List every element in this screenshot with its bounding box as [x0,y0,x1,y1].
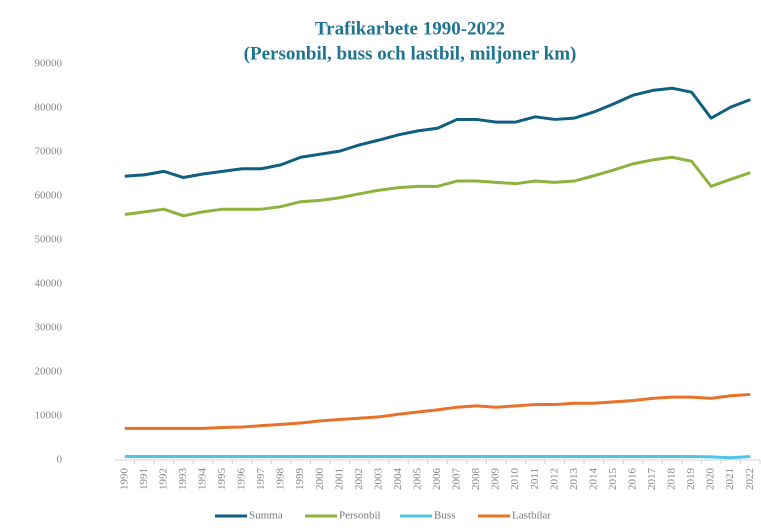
y-tick-label: 30000 [35,322,63,334]
y-tick-label: 20000 [35,366,63,378]
x-tick-label: 2013 [568,468,580,491]
x-tick-label: 2003 [372,468,384,491]
x-tick-label: 2008 [470,468,482,491]
legend-label: Summa [249,510,283,522]
x-tick-label: 2015 [607,468,619,491]
x-tick-label: 1992 [157,468,169,490]
series-line [124,392,751,430]
x-tick-label: 1999 [294,468,306,491]
series-line [124,155,751,218]
x-tick-label: 2001 [333,468,345,490]
y-tick-label: 50000 [35,234,63,246]
x-tick-label: 1991 [138,468,150,490]
x-tick-label: 2022 [744,468,756,490]
x-tick-label: 2017 [646,468,658,491]
x-tick-label: 2018 [666,468,678,491]
legend-label: Buss [434,510,455,522]
legend-label: Personbil [339,510,381,522]
x-tick-label: 2006 [431,468,443,491]
x-tick-label: 2005 [411,468,423,491]
series-line [124,86,751,180]
y-tick-label: 70000 [35,146,63,158]
x-tick-label: 2004 [392,468,404,491]
chart-title: Trafikarbete 1990-2022 [315,18,505,39]
y-tick-label: 90000 [35,58,63,70]
chart-subtitle: (Personbil, buss och lastbil, miljoner k… [244,43,577,64]
x-tick-label: 1990 [118,468,130,491]
x-tick-label: 2009 [490,468,502,491]
x-tick-label: 2021 [724,468,736,490]
x-tick-label: 1997 [255,468,267,491]
y-tick-label: 0 [57,454,63,466]
x-tick-label: 2000 [314,468,326,491]
series-line [124,454,751,460]
x-tick-label: 2002 [353,468,365,490]
x-tick-label: 2010 [509,468,521,491]
x-tick-label: 2016 [626,468,638,491]
x-tick-label: 2011 [529,468,541,490]
y-tick-label: 10000 [35,410,63,422]
x-tick-label: 2014 [587,468,599,491]
y-tick-label: 80000 [35,102,63,114]
y-tick-label: 60000 [35,190,63,202]
x-tick-label: 1995 [216,468,228,491]
x-tick-label: 2020 [705,468,717,491]
legend-label: Lastbilar [512,510,551,522]
x-tick-label: 1994 [196,468,208,491]
x-tick-label: 1996 [236,468,248,491]
x-tick-label: 2019 [685,468,697,491]
y-tick-label: 40000 [35,278,63,290]
x-tick-label: 1998 [275,468,287,491]
x-tick-label: 2012 [548,468,560,490]
x-tick-label: 2007 [451,468,463,491]
x-tick-label: 1993 [177,468,189,491]
